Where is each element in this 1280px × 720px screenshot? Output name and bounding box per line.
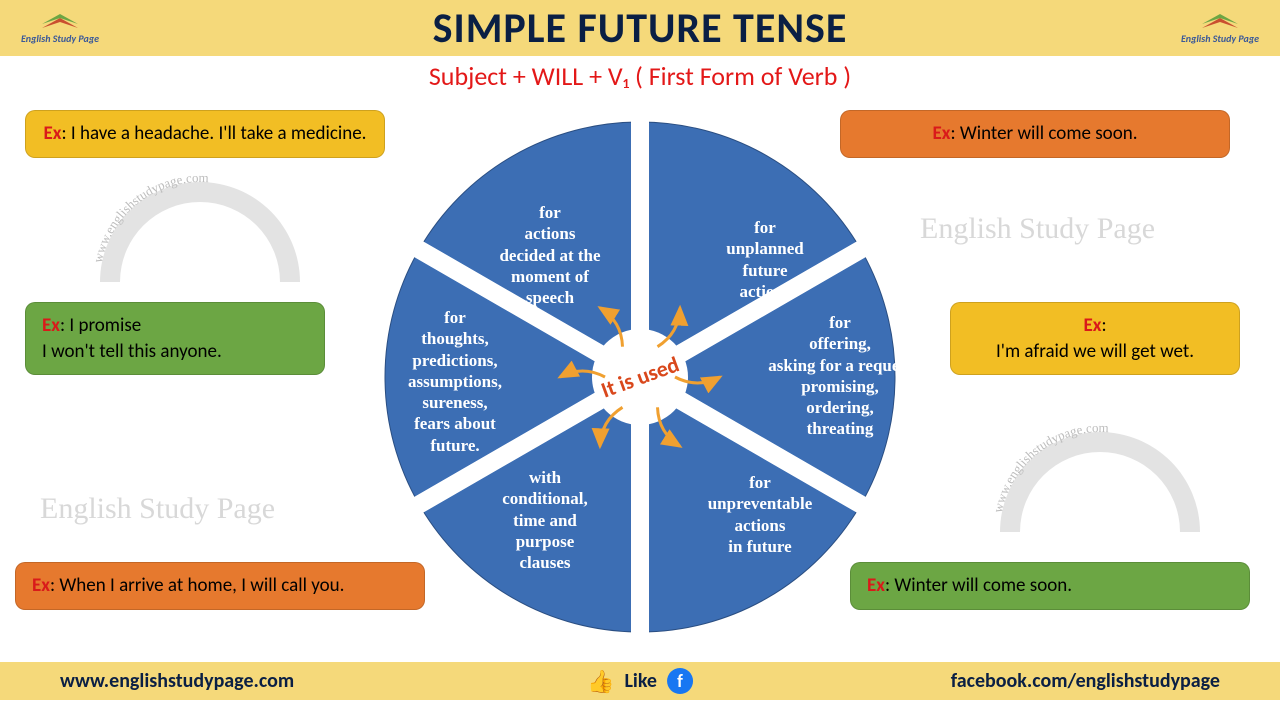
segment-label: foroffering,asking for a requestpromisin… [750, 312, 930, 440]
book-icon [40, 12, 80, 32]
footer-center: 👍 Like f [587, 668, 693, 695]
ex-label: Ex [44, 122, 62, 145]
ex-label: Ex [42, 314, 60, 337]
facebook-icon: f [667, 668, 693, 694]
watermark-arc: www.englishstudypage.com [990, 422, 1190, 522]
thumbs-up-icon: 👍 [587, 668, 614, 695]
segment-label: forunpreventableactionsin future [680, 472, 840, 557]
logo-text: English Study Page [21, 32, 99, 45]
like-label: Like [624, 669, 657, 693]
example-box: Ex: Winter will come soon. [840, 110, 1230, 158]
segment-label: foractionsdecided at themoment ofspeech [475, 202, 625, 308]
example-box: Ex: I promiseI won't tell this anyone. [25, 302, 325, 375]
logo-right: English Study Page [1180, 4, 1260, 52]
footer-right-url: facebook.com/englishstudypage [951, 669, 1220, 693]
footer-left-url: www.englishstudypage.com [60, 669, 294, 693]
example-box: Ex: I have a headache. I'll take a medic… [25, 110, 385, 158]
watermark-text: English Study Page [920, 212, 1155, 246]
segment-label: forunplannedfutureactions [700, 217, 830, 302]
ex-label: Ex [32, 574, 50, 597]
watermark-arc: www.englishstudypage.com [90, 172, 290, 272]
header-bar: English Study Page SIMPLE FUTURE TENSE E… [0, 0, 1280, 56]
page-title: SIMPLE FUTURE TENSE [433, 3, 848, 54]
example-box: Ex: I'm afraid we will get wet. [950, 302, 1240, 375]
logo-left: English Study Page [20, 4, 100, 52]
formula-subtitle: Subject + WILL + V₁ ( First Form of Verb… [0, 60, 1280, 92]
main-area: English Study Page English Study Page www… [0, 92, 1280, 662]
ex-label: Ex [932, 122, 950, 145]
segment-label: withconditional,time andpurposeclauses [480, 467, 610, 573]
example-box: Ex: When I arrive at home, I will call y… [15, 562, 425, 610]
watermark-text: English Study Page [40, 492, 275, 526]
ex-label: Ex [1083, 314, 1101, 337]
example-box: Ex: Winter will come soon. [850, 562, 1250, 610]
footer-bar: www.englishstudypage.com 👍 Like f facebo… [0, 662, 1280, 700]
segment-label: forthoughts,predictions,assumptions,sure… [380, 307, 530, 456]
ex-label: Ex [867, 574, 885, 597]
logo-text: English Study Page [1181, 32, 1259, 45]
book-icon [1200, 12, 1240, 32]
